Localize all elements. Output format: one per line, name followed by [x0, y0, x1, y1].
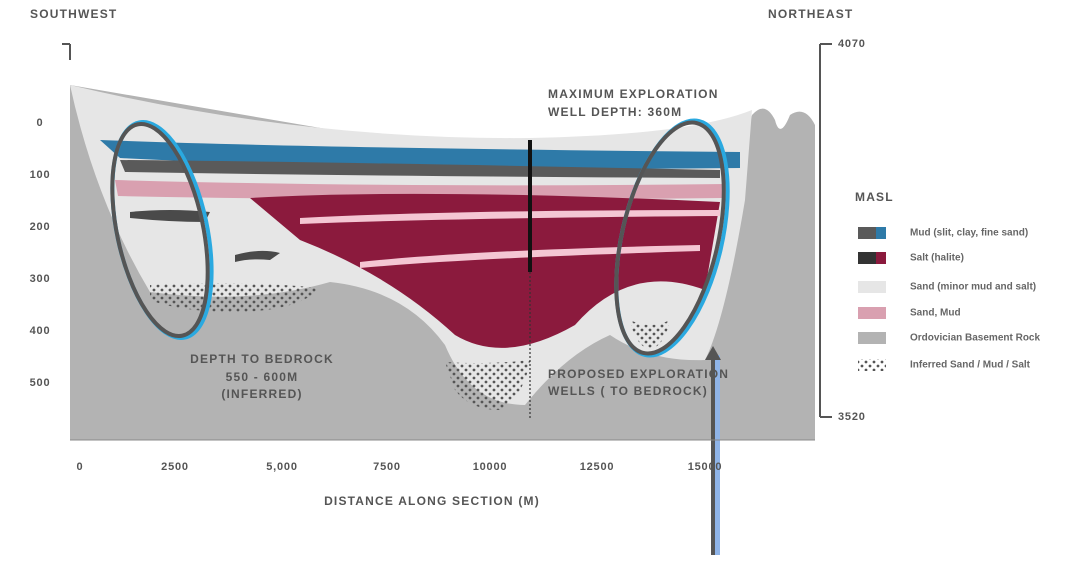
annotation: MAXIMUM EXPLORATION — [548, 87, 719, 101]
annotation: DEPTH TO BEDROCK — [190, 352, 334, 366]
legend-swatch — [858, 332, 886, 344]
legend-swatch — [858, 227, 876, 239]
distance-labels: 0 2500 5,000 7500 10000 12500 15000 — [77, 461, 723, 473]
annotation: WELL DEPTH: 360M — [548, 105, 682, 119]
distance-label: 0 — [77, 461, 84, 473]
legend-swatch — [858, 252, 876, 264]
annotation: (INFERRED) — [221, 387, 302, 401]
legend-label: Sand (minor mud and salt) — [910, 282, 1036, 293]
depth-label: 0 — [37, 117, 44, 129]
distance-label: 15000 — [688, 461, 723, 473]
legend-items: Mud (slit, clay, fine sand) Salt (halite)… — [910, 228, 1040, 371]
legend-label: Inferred Sand / Mud / Salt — [910, 360, 1031, 371]
depth-labels: 0 100 200 300 400 500 — [30, 117, 51, 389]
legend-label: Sand, Mud — [910, 308, 961, 319]
legend-title: MASL — [855, 190, 894, 204]
annotation: PROPOSED EXPLORATION — [548, 367, 729, 381]
annotation: 550 - 600M — [226, 370, 299, 384]
elevation-label: 3520 — [838, 411, 866, 423]
distance-label: 5,000 — [266, 461, 298, 473]
distance-label: 12500 — [580, 461, 615, 473]
depth-label: 200 — [30, 221, 51, 233]
direction-label: SOUTHWEST — [30, 7, 117, 21]
depth-label: 400 — [30, 325, 51, 337]
elevation-label: 4070 — [838, 38, 866, 50]
x-axis-title: DISTANCE ALONG SECTION (M) — [324, 494, 540, 508]
annotation: WELLS ( TO BEDROCK) — [548, 384, 708, 398]
legend-label: Ordovician Basement Rock — [910, 333, 1040, 344]
depth-label: 100 — [30, 169, 51, 181]
legend-label: Mud (slit, clay, fine sand) — [910, 228, 1028, 239]
legend-swatch — [858, 359, 886, 371]
legend-swatch — [858, 281, 886, 293]
distance-label: 2500 — [161, 461, 189, 473]
distance-label: 7500 — [373, 461, 401, 473]
legend-swatch — [858, 307, 886, 319]
distance-label: 10000 — [473, 461, 508, 473]
depth-label: 500 — [30, 377, 51, 389]
legend-label: Salt (halite) — [910, 253, 964, 264]
direction-label: NORTHEAST — [768, 7, 853, 21]
cross-section-diagram: SOUTHWEST NORTHEAST 4070 3520 0 100 200 300… — [0, 0, 1089, 565]
depth-label: 300 — [30, 273, 51, 285]
